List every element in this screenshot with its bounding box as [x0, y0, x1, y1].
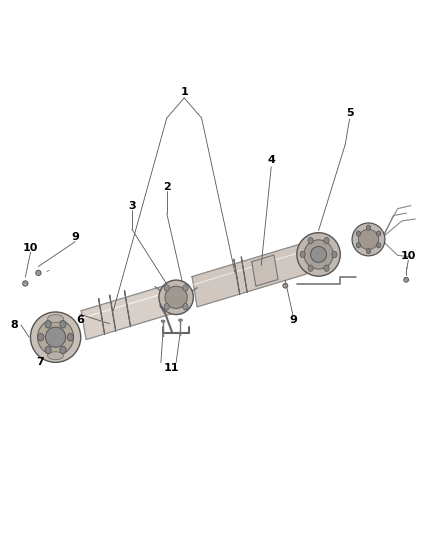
Circle shape: [366, 225, 371, 230]
Text: 5: 5: [346, 108, 353, 118]
Ellipse shape: [304, 240, 333, 269]
Circle shape: [164, 303, 170, 310]
Circle shape: [308, 265, 313, 271]
Circle shape: [45, 321, 51, 328]
Polygon shape: [241, 257, 247, 293]
Text: 2: 2: [163, 182, 171, 192]
Ellipse shape: [161, 320, 165, 322]
Text: 1: 1: [180, 86, 188, 96]
Ellipse shape: [352, 223, 385, 256]
Circle shape: [332, 251, 337, 257]
Polygon shape: [110, 295, 116, 332]
Circle shape: [376, 243, 381, 248]
Ellipse shape: [23, 281, 28, 286]
Ellipse shape: [179, 319, 182, 321]
Text: 10: 10: [401, 251, 416, 261]
Text: 3: 3: [128, 200, 136, 211]
Polygon shape: [99, 298, 105, 335]
Circle shape: [324, 265, 329, 271]
Circle shape: [38, 334, 44, 341]
Polygon shape: [252, 255, 278, 286]
Ellipse shape: [404, 277, 409, 282]
Circle shape: [300, 251, 305, 257]
Circle shape: [183, 303, 188, 310]
Circle shape: [324, 238, 329, 244]
Text: 9: 9: [71, 232, 79, 243]
Ellipse shape: [38, 319, 74, 355]
Circle shape: [45, 346, 51, 354]
Circle shape: [366, 248, 371, 254]
Ellipse shape: [159, 280, 193, 314]
Circle shape: [164, 285, 170, 291]
Polygon shape: [124, 290, 131, 327]
Circle shape: [183, 285, 188, 291]
Ellipse shape: [48, 314, 64, 322]
Text: 9: 9: [289, 314, 297, 325]
Ellipse shape: [48, 352, 64, 360]
Ellipse shape: [311, 246, 326, 262]
Circle shape: [60, 321, 66, 328]
Circle shape: [308, 238, 313, 244]
Ellipse shape: [297, 233, 340, 276]
Circle shape: [356, 231, 360, 236]
Text: 6: 6: [76, 314, 84, 325]
Polygon shape: [81, 285, 171, 340]
Ellipse shape: [36, 270, 41, 276]
Text: 10: 10: [23, 243, 38, 253]
Polygon shape: [234, 259, 240, 295]
Text: 8: 8: [11, 320, 18, 330]
Text: 4: 4: [267, 156, 275, 165]
Circle shape: [376, 231, 381, 236]
Polygon shape: [192, 244, 306, 307]
Ellipse shape: [283, 283, 288, 288]
Circle shape: [67, 334, 74, 341]
Text: 11: 11: [164, 363, 180, 373]
Ellipse shape: [46, 327, 66, 348]
Text: 7: 7: [37, 357, 44, 367]
Circle shape: [60, 346, 66, 354]
Ellipse shape: [165, 286, 187, 309]
Circle shape: [356, 243, 360, 248]
Ellipse shape: [358, 229, 378, 249]
Ellipse shape: [30, 312, 81, 362]
